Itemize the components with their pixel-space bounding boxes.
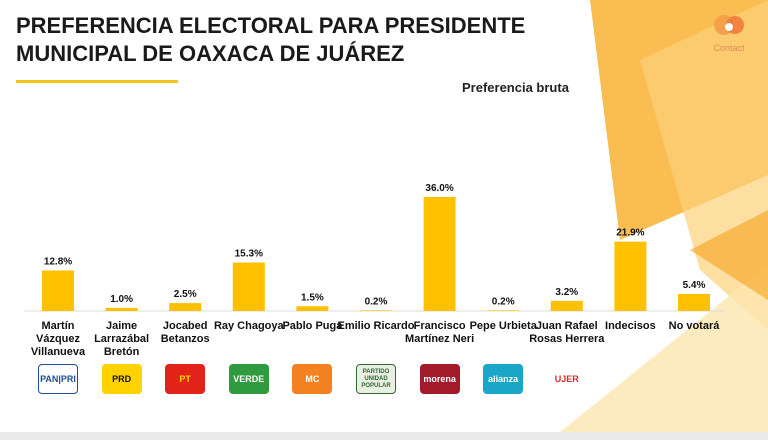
category-label: Martín Vázquez Villanueva	[30, 320, 86, 358]
data-label: 12.8%	[44, 256, 72, 267]
category-label: Jaime Larrazábal Bretón	[94, 320, 150, 358]
data-label: 15.3%	[235, 249, 263, 260]
data-label: 1.0%	[110, 294, 133, 305]
category-label: Francisco Martínez Neri	[405, 320, 475, 345]
bar	[42, 270, 74, 311]
party-logo-icon: PARTIDO UNIDAD POPULAR	[356, 364, 396, 394]
category-label: Ray Chagoya	[213, 320, 284, 332]
bottom-strip	[0, 432, 768, 440]
category-label: Juan Rafael Rosas Herrera	[529, 320, 605, 345]
category-label: Indecisos	[605, 320, 656, 332]
party-logo-icon: alianza	[483, 364, 524, 394]
bar	[232, 262, 265, 311]
bar	[360, 310, 392, 311]
data-label: 0.2%	[365, 296, 388, 307]
party-logo-icon: morena	[419, 364, 460, 394]
data-label: 5.4%	[683, 280, 706, 291]
party-logo-icon: VERDE	[228, 364, 269, 394]
data-label: 0.2%	[492, 296, 515, 307]
data-label: 21.9%	[616, 228, 644, 239]
bar	[487, 310, 520, 311]
bar	[423, 197, 456, 311]
party-logo-icon: PT	[165, 364, 206, 394]
title-underline	[16, 80, 178, 83]
bar	[614, 241, 647, 311]
bar	[550, 300, 583, 311]
party-logo-icon: PAN|PRI	[38, 364, 78, 394]
party-logo-icon: PRD	[101, 364, 142, 394]
contact-logo: Contact	[706, 12, 752, 53]
category-label: Jocabed Betanzos	[160, 320, 210, 345]
chart-subtitle: Preferencia bruta	[462, 80, 569, 95]
brand-icon	[714, 15, 744, 35]
bar	[169, 303, 202, 311]
data-label: 2.5%	[174, 289, 197, 300]
category-label: Emilio Ricardo	[337, 320, 415, 332]
party-logo-icon: UJER	[546, 364, 587, 394]
data-label: 3.2%	[555, 287, 578, 298]
category-label: Pepe Urbieta	[469, 320, 537, 332]
party-logo-icon: MC	[292, 364, 333, 394]
data-label: 36.0%	[425, 183, 453, 194]
bar	[105, 307, 138, 311]
page-title: PREFERENCIA ELECTORAL PARA PRESIDENTE MU…	[16, 13, 526, 66]
brand-name: Contact	[713, 43, 745, 53]
bar	[296, 306, 329, 311]
bar	[678, 293, 710, 311]
deco-shape-accent	[690, 210, 768, 300]
category-label: No votará	[668, 320, 720, 332]
data-label: 1.5%	[301, 292, 324, 303]
deco-shape-bottom	[560, 265, 768, 432]
category-label: Pablo Puga	[282, 320, 343, 332]
